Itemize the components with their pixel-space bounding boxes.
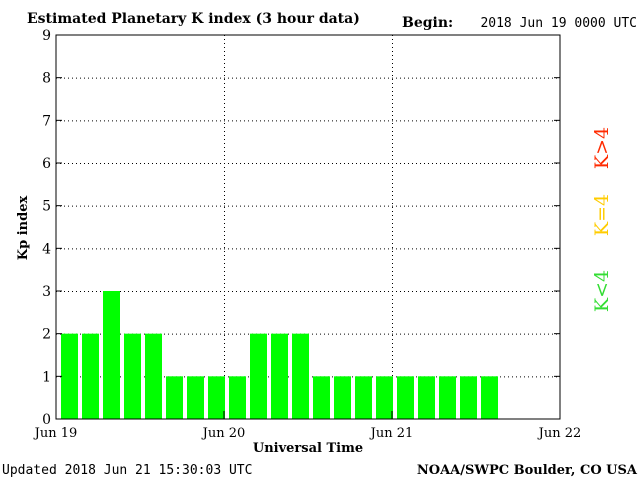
kp-bar — [124, 333, 141, 419]
kp-bar — [397, 376, 414, 419]
kp-bar — [460, 376, 477, 419]
y-tick-label: 7 — [42, 113, 51, 129]
legend-k-less-4: K<4 — [591, 270, 613, 312]
kp-bar — [271, 333, 288, 419]
x-axis-ticks: Jun 19 Jun 20 Jun 21 Jun 22 — [33, 411, 582, 441]
y-tick-label: 1 — [42, 369, 51, 385]
source-credit: NOAA/SWPC Boulder, CO USA — [417, 463, 638, 478]
x-axis-label: Universal Time — [253, 441, 363, 456]
x-tick-label: Jun 21 — [369, 426, 414, 441]
kp-bar — [103, 291, 120, 419]
plot-frame — [55, 34, 561, 420]
kp-bar — [334, 376, 351, 419]
plot-area: 0 1 2 3 4 5 6 7 8 9 Jun 19 Jun 20 Jun 21 Jun 22 — [33, 28, 582, 441]
updated-timestamp: Updated 2018 Jun 21 15:30:03 UTC — [2, 463, 252, 478]
kp-bar — [61, 333, 78, 419]
y-tick-label: 0 — [42, 412, 51, 428]
y-tick-label: 2 — [42, 327, 51, 343]
kp-bar — [355, 376, 372, 419]
legend-k-greater-4: K>4 — [591, 127, 613, 169]
x-tick-label: Jun 20 — [201, 426, 246, 441]
kp-bar — [250, 333, 267, 419]
kp-bar — [439, 376, 456, 419]
y-axis-ticks: 0 1 2 3 4 5 6 7 8 9 — [42, 28, 560, 428]
kp-bar — [418, 376, 435, 419]
x-tick-label: Jun 19 — [33, 426, 78, 441]
kp-bar — [145, 333, 162, 419]
begin-value: 2018 Jun 19 0000 UTC — [480, 16, 637, 31]
begin-label: Begin: — [402, 15, 453, 31]
y-tick-label: 8 — [42, 71, 51, 87]
y-tick-label: 9 — [42, 28, 51, 44]
kp-bar — [208, 376, 225, 419]
legend-k-equal-4: K=4 — [591, 194, 613, 236]
kp-bar — [166, 376, 183, 419]
bars — [61, 291, 498, 419]
kp-bar — [481, 376, 498, 419]
y-tick-label: 6 — [42, 156, 51, 172]
kp-bar — [229, 376, 246, 419]
y-tick-label: 3 — [42, 284, 51, 300]
y-tick-label: 4 — [42, 241, 51, 257]
y-tick-label: 5 — [42, 199, 51, 215]
kp-bar — [187, 376, 204, 419]
kp-bar — [313, 376, 330, 419]
chart-title: Estimated Planetary K index (3 hour data… — [27, 11, 360, 27]
kp-bar — [292, 333, 309, 419]
x-tick-label: Jun 22 — [537, 426, 582, 441]
kp-bar — [82, 333, 99, 419]
kp-bar — [376, 376, 393, 419]
y-axis-label: Kp index — [16, 196, 31, 261]
